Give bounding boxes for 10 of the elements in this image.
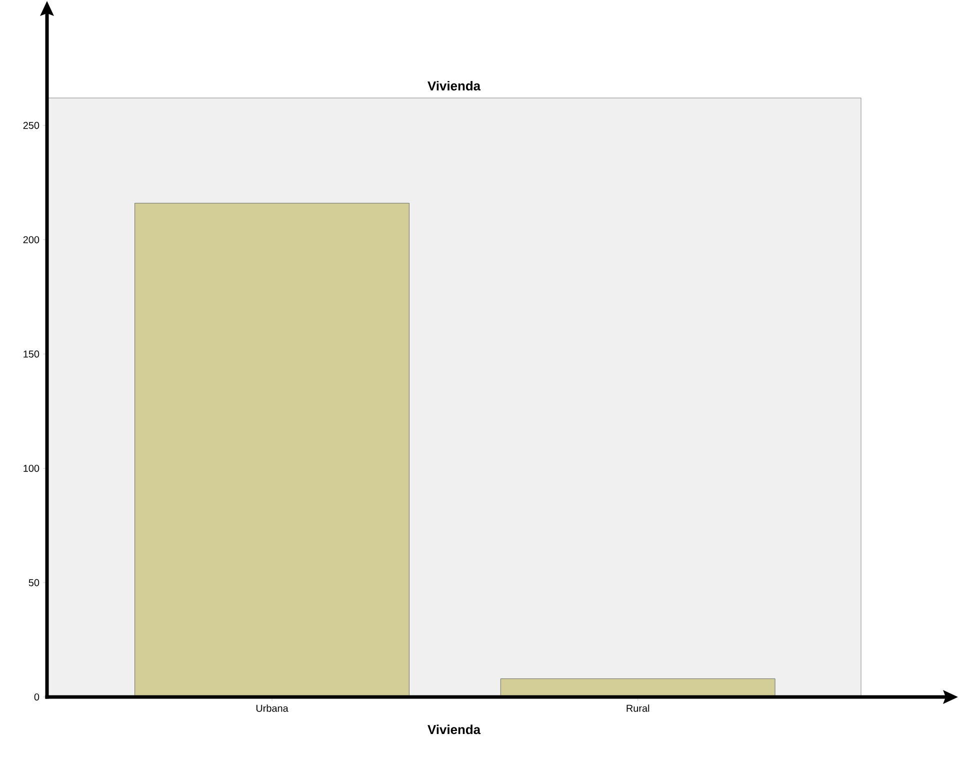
x-tick-label: Urbana xyxy=(256,704,288,712)
y-tick-label: 150 xyxy=(24,350,40,358)
y-tick-label: 200 xyxy=(23,236,40,244)
y-tick-label: 0 xyxy=(34,693,40,701)
chart-title: Vivienda xyxy=(428,80,481,90)
x-tick-label: Rural xyxy=(626,704,650,712)
y-tick-label: 100 xyxy=(24,464,40,472)
y-tick-label: 250 xyxy=(23,122,40,129)
y-tick-label: 50 xyxy=(28,579,40,586)
x-axis-title: Vivienda xyxy=(428,724,481,734)
